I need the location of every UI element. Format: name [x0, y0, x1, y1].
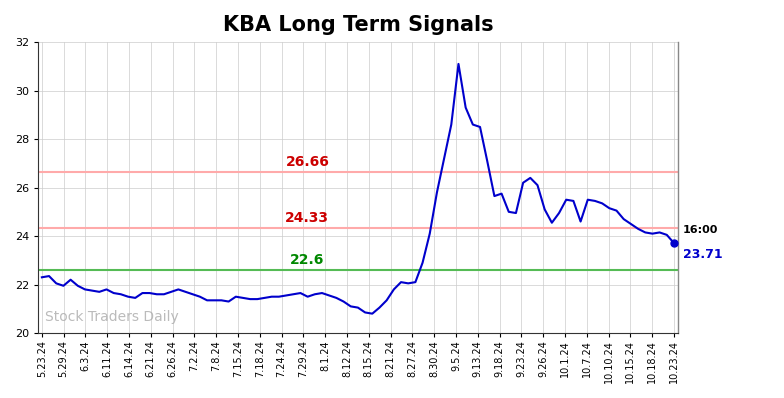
Text: 16:00: 16:00	[683, 225, 718, 235]
Text: 24.33: 24.33	[285, 211, 329, 225]
Text: 26.66: 26.66	[285, 154, 329, 168]
Text: 23.71: 23.71	[683, 248, 722, 261]
Text: Stock Traders Daily: Stock Traders Daily	[45, 310, 180, 324]
Title: KBA Long Term Signals: KBA Long Term Signals	[223, 15, 493, 35]
Text: 22.6: 22.6	[290, 253, 325, 267]
